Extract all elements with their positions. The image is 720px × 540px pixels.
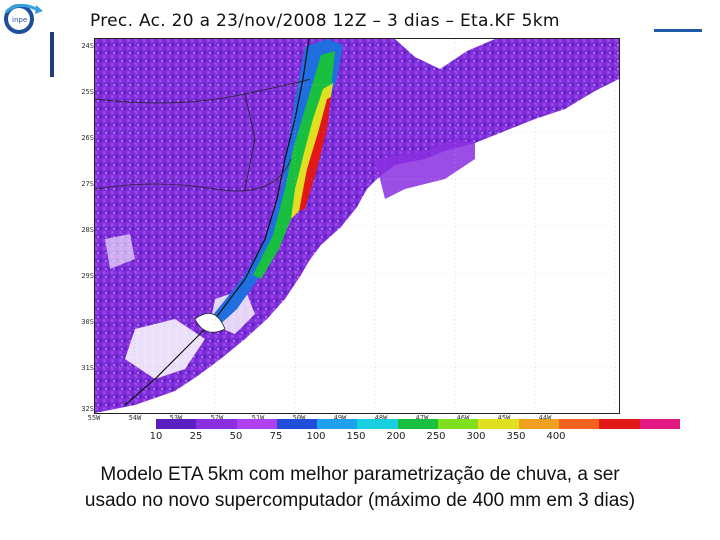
state-border <box>95 78 310 104</box>
precipitation-map <box>94 38 620 414</box>
ocean-rain-band <box>375 139 475 199</box>
lon-tick: 53W <box>169 414 183 422</box>
lagoon <box>194 312 226 333</box>
caption-line-1: Modelo ETA 5km com melhor parametrização… <box>100 464 620 485</box>
precipitation-colorbar <box>156 419 680 429</box>
heavy-rain-red <box>299 97 331 211</box>
colorbar-tick: 400 <box>546 431 566 442</box>
lat-tick: 26S <box>81 134 94 142</box>
heavy-rain-green <box>253 51 335 279</box>
lat-tick: 28S <box>81 226 94 234</box>
colorbar-tick: 350 <box>506 431 526 442</box>
colorbar-segment <box>156 419 197 429</box>
colorbar-tick: 200 <box>386 431 406 442</box>
lon-tick: 55W <box>87 414 101 422</box>
header-vertical-bar <box>50 32 54 77</box>
lat-tick: 32S <box>81 405 94 413</box>
lon-tick: 54W <box>128 414 142 422</box>
colorbar-segment <box>438 419 479 429</box>
colorbar-segment <box>397 419 439 429</box>
colorbar-segment <box>558 419 600 429</box>
slide-caption: Modelo ETA 5km com melhor parametrização… <box>20 462 700 514</box>
lat-tick: 25S <box>81 88 94 96</box>
lat-tick: 31S <box>81 364 94 372</box>
colorbar-segment <box>357 419 398 429</box>
coastline <box>124 39 310 406</box>
lon-tick: 47W <box>415 414 429 422</box>
colorbar-segment <box>478 419 519 429</box>
colorbar-tick: 75 <box>269 431 283 442</box>
lon-tick: 50W <box>292 414 306 422</box>
colorbar-segment <box>276 419 318 429</box>
colorbar-tick: 250 <box>426 431 446 442</box>
lon-tick: 51W <box>251 414 265 422</box>
lon-tick: 52W <box>210 414 224 422</box>
inpe-logo: inpe <box>2 2 44 36</box>
colorbar-tick: 150 <box>346 431 366 442</box>
colorbar-segment <box>196 419 237 429</box>
caption-line-2: usado no novo supercomputador (máximo de… <box>84 490 636 511</box>
lon-tick: 45W <box>497 414 511 422</box>
lat-tick: 30S <box>81 318 94 326</box>
colorbar-tick: 10 <box>149 431 163 442</box>
lon-tick: 48W <box>374 414 388 422</box>
colorbar-segment <box>639 419 680 429</box>
dry-patch <box>105 234 135 269</box>
colorbar-segment <box>518 419 559 429</box>
header-horizontal-bar <box>654 29 702 32</box>
colorbar-tick: 300 <box>466 431 486 442</box>
colorbar-segment <box>317 419 358 429</box>
lon-tick: 49W <box>333 414 347 422</box>
colorbar-segment <box>236 419 277 429</box>
colorbar-tick: 50 <box>229 431 243 442</box>
state-border <box>95 158 292 192</box>
lat-tick: 29S <box>81 272 94 280</box>
svg-text:inpe: inpe <box>12 16 27 24</box>
lat-tick: 24S <box>81 42 94 50</box>
lon-tick: 46W <box>456 414 470 422</box>
map-title: Prec. Ac. 20 a 23/nov/2008 12Z – 3 dias … <box>90 11 560 31</box>
lon-tick: 44W <box>538 414 552 422</box>
lat-tick: 27S <box>81 180 94 188</box>
state-border <box>244 93 256 190</box>
colorbar-tick: 100 <box>306 431 326 442</box>
colorbar-segment <box>599 419 640 429</box>
colorbar-tick: 25 <box>189 431 203 442</box>
dry-patch <box>125 319 205 379</box>
